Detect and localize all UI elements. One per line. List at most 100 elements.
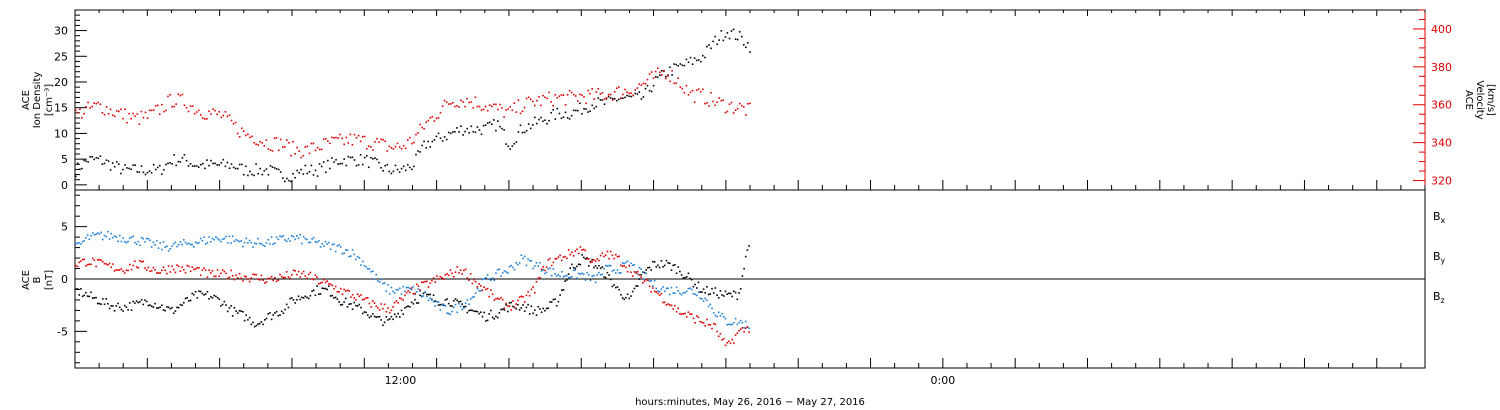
by-point [674,292,676,295]
density-point [513,143,516,145]
velocity-point [540,104,542,107]
bz-point [90,263,92,266]
bz-point [650,291,652,293]
density-point [95,156,98,159]
density-point [425,147,427,149]
bz-point [660,292,663,295]
velocity-point [185,106,188,109]
by-point [581,272,583,275]
density-point [404,169,407,172]
density-point [628,95,630,97]
bx-point [414,298,416,301]
velocity-point [316,146,319,149]
by-point [555,275,558,277]
bx-point [181,304,183,306]
by-point [159,242,161,244]
by-point [458,302,460,305]
bz-point [589,261,592,264]
bx-point [91,297,94,299]
density-point [472,130,475,133]
bx-point [306,296,308,299]
bz-point [152,266,155,269]
bz-point [662,301,664,304]
by-point [530,260,533,262]
density-point [210,159,212,162]
density-point [482,124,485,127]
velocity-point [427,119,429,122]
by-point [532,267,534,270]
by-point [642,271,644,273]
density-point [538,118,540,121]
bz-point [692,317,695,320]
x-tick-label: 0:00 [931,374,956,387]
bz-point [444,274,447,276]
density-point [290,180,292,183]
by-point [535,262,538,264]
by-point [118,234,121,237]
bz-point [275,280,278,283]
by-point [307,241,310,244]
bz-point [493,299,496,301]
density-point [249,170,251,173]
by-point [588,274,590,276]
by-point [723,316,725,318]
bz-point [318,282,320,285]
bz-point [299,276,301,278]
bz-point [267,277,269,280]
by-point [486,274,489,276]
bx-point [255,324,258,327]
density-point [175,164,177,167]
by-point [216,237,219,240]
density-point [284,180,286,183]
velocity-point [419,123,421,126]
bz-point [488,295,490,298]
density-point [154,168,157,171]
density-point [169,162,171,164]
density-point [363,156,366,159]
by-point [540,270,543,272]
density-point [99,155,102,157]
velocity-point [652,77,655,79]
bz-point [324,281,327,284]
bz-point [549,257,551,260]
density-point [445,138,448,141]
bx-point [689,277,691,280]
bx-point [562,289,565,291]
bz-point [625,266,627,269]
velocity-point [683,92,686,94]
bz-point [512,300,514,302]
density-point [630,95,632,98]
by-point [636,273,639,275]
density-point [398,171,401,173]
bx-point [444,299,447,301]
velocity-point [310,142,313,145]
bz-point [199,274,202,277]
velocity-point [245,134,247,137]
bz-point [309,271,312,274]
bz-point [485,288,487,291]
bx-point [572,266,575,269]
by-point [221,238,224,240]
by-point [670,286,673,289]
by-point [309,241,312,243]
bx-point [162,309,165,311]
density-point [447,131,450,134]
bx-point [648,266,651,269]
velocity-point [675,82,677,84]
bz-point [95,265,97,268]
top-right-axis-label-line-1: ACE [1463,90,1474,110]
bx-point [743,267,745,270]
by-point [208,236,210,238]
velocity-point [599,93,602,95]
bz-point [615,253,617,256]
velocity-point [282,146,284,148]
density-point [173,154,175,156]
bz-point [388,311,391,314]
by-point [279,235,281,237]
density-point [374,157,376,159]
bz-point [292,269,295,271]
velocity-point [241,127,243,130]
bz-point [198,267,200,269]
velocity-point [339,133,341,136]
bx-point [93,297,96,299]
